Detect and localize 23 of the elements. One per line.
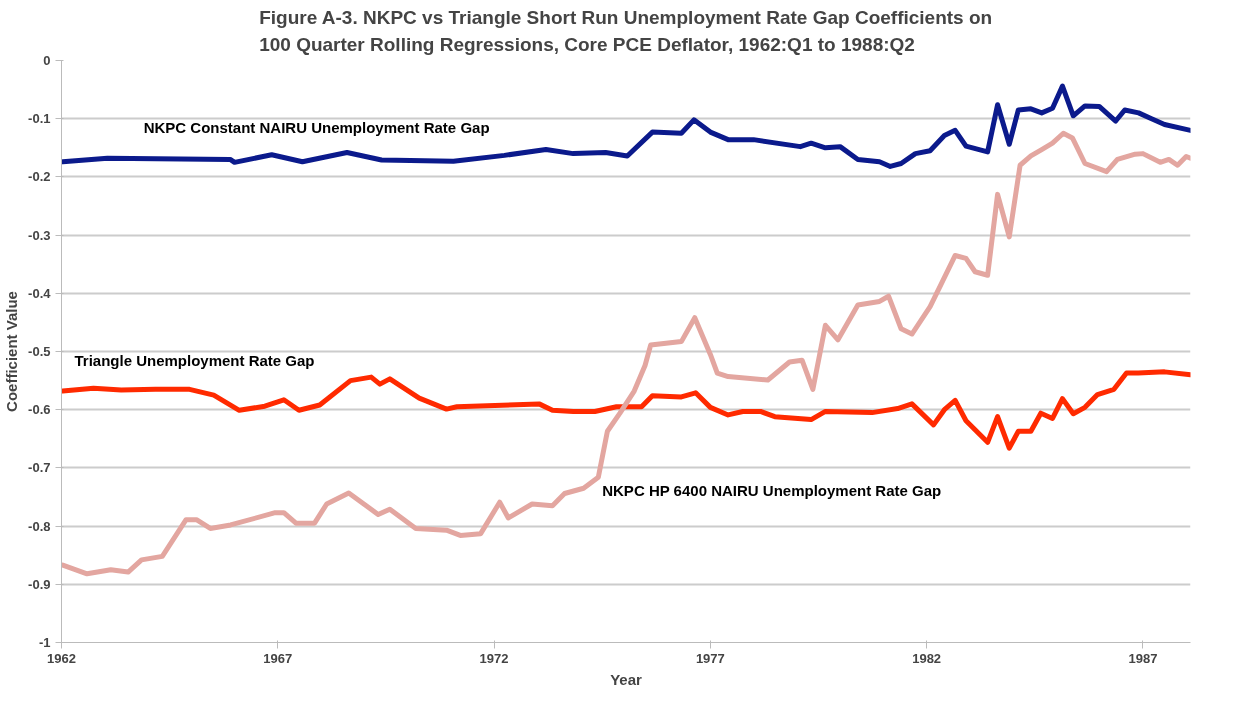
- x-tick-label: 1977: [695, 650, 725, 666]
- x-axis-title: Year: [610, 670, 643, 688]
- y-tick-label: -0.1: [28, 111, 51, 127]
- series-label: NKPC Constant NAIRU Unemployment Rate Gap: [143, 119, 490, 137]
- y-tick-label: -0.6: [28, 402, 51, 418]
- y-tick-label: -0.8: [28, 518, 51, 534]
- y-tick-label: -0.2: [28, 169, 51, 185]
- chart-title: Figure A-3. NKPC vs Triangle Short Run Unemployment Rate Gap Coefficients on 100 Quarter Rolling Regressions, Core PCE Deflator, 1962:Q1 to 1988:Q2: [259, 7, 993, 56]
- x-tick-label: 1967: [263, 650, 293, 666]
- series-label: Triangle Unemployment Rate Gap: [74, 351, 315, 369]
- y-axis-title: Coefficient Value: [3, 291, 21, 412]
- y-tick-label: -0.7: [28, 460, 51, 476]
- x-tick-label: 1987: [1128, 650, 1158, 666]
- y-tick-label: -0.5: [28, 344, 51, 359]
- y-tick-label: 0: [43, 53, 51, 68]
- x-tick-label: 1982: [912, 650, 942, 666]
- x-tick-label: 1962: [47, 650, 76, 666]
- y-tick-label: -0.9: [28, 576, 51, 592]
- y-tick-label: -1: [38, 635, 51, 650]
- x-tick-label: 1972: [479, 650, 509, 666]
- y-tick-label: -0.3: [28, 227, 51, 243]
- series-label: NKPC HP 6400 NAIRU Unemployment Rate Gap: [602, 482, 942, 500]
- y-tick-label: -0.4: [28, 285, 52, 301]
